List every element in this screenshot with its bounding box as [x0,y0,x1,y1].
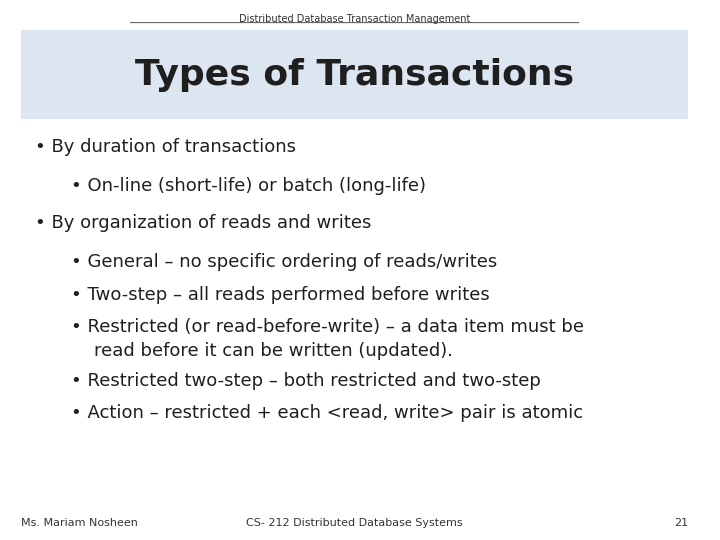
Text: • By duration of transactions: • By duration of transactions [35,138,297,156]
Text: • Restricted (or read-before-write) – a data item must be
    read before it can: • Restricted (or read-before-write) – a … [71,318,584,360]
Text: • Action – restricted + each <read, write> pair is atomic: • Action – restricted + each <read, writ… [71,404,583,422]
Text: Distributed Database Transaction Management: Distributed Database Transaction Managem… [239,14,470,24]
Text: Types of Transactions: Types of Transactions [135,58,574,91]
Text: • Restricted two-step – both restricted and two-step: • Restricted two-step – both restricted … [71,372,541,389]
Text: • By organization of reads and writes: • By organization of reads and writes [35,214,372,232]
Text: • Two-step – all reads performed before writes: • Two-step – all reads performed before … [71,286,490,303]
Text: • General – no specific ordering of reads/writes: • General – no specific ordering of read… [71,253,498,271]
FancyBboxPatch shape [22,30,688,119]
Text: 21: 21 [674,518,688,528]
Text: • On-line (short-life) or batch (long-life): • On-line (short-life) or batch (long-li… [71,177,426,194]
Text: Ms. Mariam Nosheen: Ms. Mariam Nosheen [22,518,138,528]
Text: CS- 212 Distributed Database Systems: CS- 212 Distributed Database Systems [246,518,463,528]
